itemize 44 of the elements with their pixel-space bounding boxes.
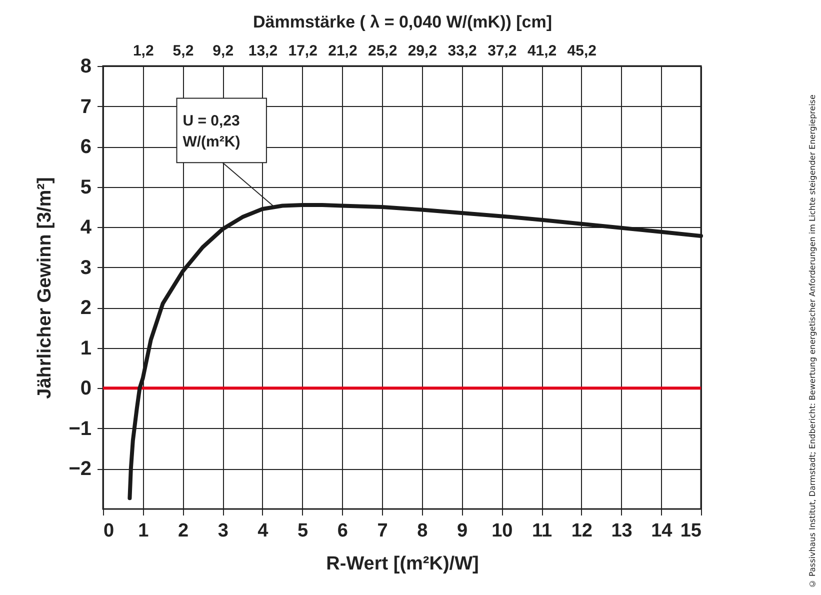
y-tick-label: 1: [80, 337, 92, 360]
x-tick-label: 1: [138, 520, 150, 542]
x2-tick-label: 9,2: [212, 42, 234, 60]
x-tick-label: 13: [611, 520, 632, 542]
x-tick-label: 6: [337, 520, 348, 542]
x2-axis-title: Dämmstärke ( λ = 0,040 W/(mK)) [cm]: [252, 12, 552, 32]
x2-tick-label: 21,2: [328, 42, 358, 60]
y-tick-label: 6: [80, 136, 92, 158]
x-tick-label: 3: [218, 520, 228, 542]
x-tick-label: 4: [258, 520, 269, 542]
y-tick-label: 2: [80, 297, 92, 320]
y-tick-label: 0: [80, 378, 92, 400]
y-tick-label: 5: [80, 176, 92, 198]
x2-tick-label: 25,2: [368, 42, 398, 60]
y-tick-label: −2: [68, 458, 92, 480]
x2-tick-label: 1,2: [132, 42, 154, 60]
x-tick-label: 5: [298, 520, 309, 542]
x-tick-label: 15: [680, 520, 702, 542]
x-tick-label: 9: [457, 520, 468, 542]
x-axis-title: R-Wert [(m²K)/W]: [326, 554, 479, 574]
x2-tick-label: 41,2: [527, 42, 557, 60]
x2-tick-label: 13,2: [248, 42, 278, 60]
x2-tick-label: 45,2: [567, 42, 596, 60]
x2-tick-label: 37,2: [488, 42, 517, 60]
x-tick-label: 14: [651, 520, 673, 542]
y-tick-label: −1: [68, 418, 92, 440]
x-tick-label: 7: [377, 520, 388, 542]
x-tick-label: 12: [571, 520, 592, 542]
text: © Passivhaus Institut, Darmstadt; Endbericht: Bewertung energetischer Anforderungen im Lichte steigender Energiepreise: [808, 94, 817, 588]
x-tick-label: 8: [417, 520, 428, 542]
y-tick-label: 3: [80, 256, 92, 279]
y-tick-label: 8: [80, 56, 92, 78]
x-tick-label: 0: [104, 520, 114, 542]
x2-tick-label: 29,2: [408, 42, 438, 60]
x-tick-label: 2: [178, 520, 189, 542]
annotation: U = 0,23 W/(m²K): [182, 112, 240, 150]
x-tick-label: 10: [492, 520, 513, 542]
x-tick-label: 11: [532, 520, 553, 542]
x2-tick-label: 17,2: [288, 42, 318, 60]
x2-tick-label: 5,2: [172, 42, 194, 60]
y-tick-label: 4: [80, 216, 92, 239]
x2-tick-label: 33,2: [448, 42, 477, 60]
y-axis-title: Jährlicher Gewinn [3/m²]: [34, 177, 56, 399]
y-tick-label: 7: [80, 96, 92, 118]
